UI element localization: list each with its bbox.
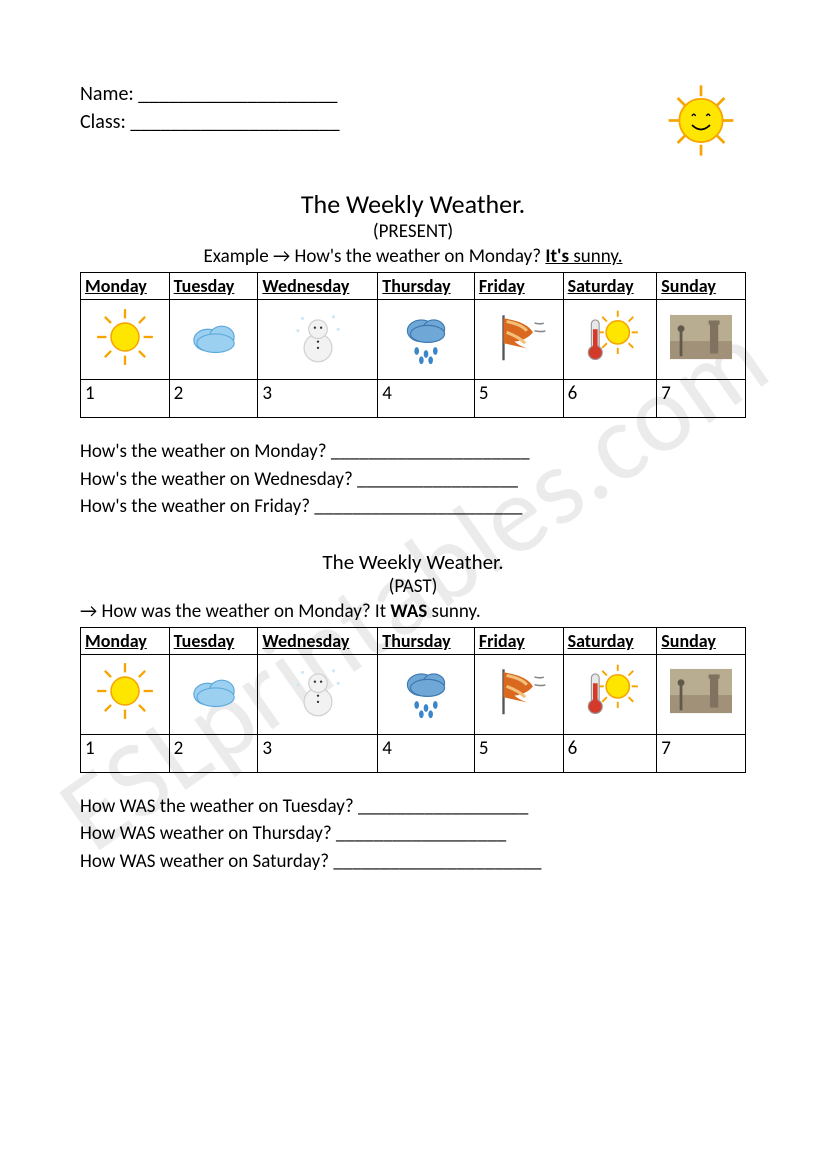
questions-past: How WAS the weather on Tuesday? ________… xyxy=(80,793,746,876)
cloud-icon xyxy=(169,654,258,734)
cell-number: 2 xyxy=(169,380,258,418)
day-header: Wednesday xyxy=(258,273,378,300)
cell-number: 4 xyxy=(378,734,475,772)
cell-number: 6 xyxy=(563,380,657,418)
day-header: Saturday xyxy=(563,627,657,654)
day-header: Saturday xyxy=(563,273,657,300)
day-header: Sunday xyxy=(657,627,746,654)
hot-icon xyxy=(563,300,657,380)
weather-table-past: MondayTuesdayWednesdayThursdayFridaySatu… xyxy=(80,627,746,773)
rain-icon xyxy=(378,300,475,380)
snowman-icon xyxy=(258,654,378,734)
sun-icon xyxy=(81,300,170,380)
snowman-icon xyxy=(258,300,378,380)
example-present-suffix: sunny. xyxy=(569,245,622,268)
day-header: Sunday xyxy=(657,273,746,300)
fog-icon xyxy=(657,300,746,380)
class-field-label: Class: _____________________ xyxy=(80,108,340,136)
example-present-prefix: Example → How's the weather on Monday? xyxy=(203,245,545,268)
tense-past: (PAST) xyxy=(80,575,746,598)
title-past: The Weekly Weather. xyxy=(80,549,746,575)
hot-icon xyxy=(563,654,657,734)
cell-number: 1 xyxy=(81,734,170,772)
cell-number: 1 xyxy=(81,380,170,418)
cell-number: 7 xyxy=(657,380,746,418)
cell-number: 7 xyxy=(657,734,746,772)
day-header: Thursday xyxy=(378,273,475,300)
example-past-prefix: → How was the weather on Monday? It xyxy=(80,600,390,623)
question-present-1: How's the weather on Monday? ___________… xyxy=(80,438,746,466)
questions-present: How's the weather on Monday? ___________… xyxy=(80,438,746,521)
title-present: The Weekly Weather. xyxy=(80,188,746,220)
name-field-label: Name: ____________________ xyxy=(80,80,340,108)
cell-number: 2 xyxy=(169,734,258,772)
day-header: Friday xyxy=(474,273,563,300)
day-header: Friday xyxy=(474,627,563,654)
sun-smiley-icon xyxy=(656,80,746,160)
fog-icon xyxy=(657,654,746,734)
example-past-bold: WAS xyxy=(390,600,427,623)
day-header: Tuesday xyxy=(169,627,258,654)
wind-icon xyxy=(474,300,563,380)
day-header: Tuesday xyxy=(169,273,258,300)
example-present-bold: It's xyxy=(545,245,569,268)
question-present-2: How's the weather on Wednesday? ________… xyxy=(80,466,746,494)
example-present: Example → How's the weather on Monday? I… xyxy=(80,245,746,268)
tense-present: (PRESENT) xyxy=(80,220,746,243)
question-present-3: How's the weather on Friday? ___________… xyxy=(80,493,746,521)
wind-icon xyxy=(474,654,563,734)
day-header: Wednesday xyxy=(258,627,378,654)
header-row: Name: ____________________ Class: ______… xyxy=(80,80,746,160)
example-past-suffix: sunny. xyxy=(427,600,480,623)
weather-table-present: MondayTuesdayWednesdayThursdayFridaySatu… xyxy=(80,272,746,418)
cell-number: 5 xyxy=(474,380,563,418)
question-past-3: How WAS weather on Saturday? ___________… xyxy=(80,848,746,876)
example-past: → How was the weather on Monday? It WAS … xyxy=(80,600,746,623)
cell-number: 4 xyxy=(378,380,475,418)
rain-icon xyxy=(378,654,475,734)
question-past-2: How WAS weather on Thursday? ___________… xyxy=(80,820,746,848)
question-past-1: How WAS the weather on Tuesday? ________… xyxy=(80,793,746,821)
day-header: Monday xyxy=(81,627,170,654)
cell-number: 3 xyxy=(258,380,378,418)
cloud-icon xyxy=(169,300,258,380)
day-header: Monday xyxy=(81,273,170,300)
day-header: Thursday xyxy=(378,627,475,654)
cell-number: 6 xyxy=(563,734,657,772)
sun-icon xyxy=(81,654,170,734)
cell-number: 5 xyxy=(474,734,563,772)
cell-number: 3 xyxy=(258,734,378,772)
